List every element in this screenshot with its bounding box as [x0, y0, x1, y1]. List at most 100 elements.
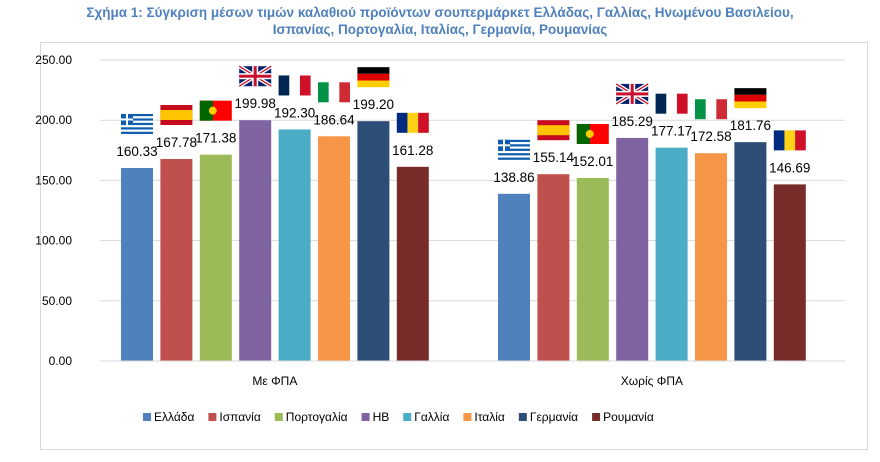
legend-label: Πορτογαλία [286, 410, 348, 424]
flag-part [716, 99, 727, 120]
flag-part [734, 101, 767, 109]
title-line-2: Ισπανίας, Πορτογαλία, Ιταλίας, Γερμανία,… [272, 22, 608, 37]
flag-part [121, 125, 153, 128]
legend-label: Ελλάδα [154, 410, 194, 424]
flag-part [339, 82, 350, 103]
legend-label: ΗΒ [373, 410, 390, 424]
flag-greece-icon [498, 139, 530, 160]
flag-germany-icon [734, 88, 767, 109]
flag-part [630, 83, 634, 104]
flag-part [576, 123, 590, 144]
data-label: 152.01 [572, 154, 613, 169]
flag-part [318, 82, 329, 103]
title-line-1: Σχήμα 1: Σύγκριση μέσων τιμών καλαθιού π… [86, 5, 794, 20]
data-label: 181.76 [730, 118, 771, 133]
legend-item: Ιταλία [463, 410, 505, 424]
chart-title: Σχήμα 1: Σύγκριση μέσων τιμών καλαθιού π… [0, 4, 880, 38]
data-label: 138.86 [493, 170, 534, 185]
flag-spain-icon [537, 120, 570, 141]
chart-frame [40, 42, 868, 450]
bar-portugal [576, 177, 609, 361]
legend-label: Γερμανία [530, 410, 578, 424]
flag-part [537, 125, 570, 136]
data-label: 186.64 [313, 112, 355, 127]
data-label: 161.28 [392, 143, 433, 158]
bar-france [655, 147, 688, 361]
legend-swatch [274, 413, 283, 421]
data-label: 185.29 [612, 114, 653, 129]
legend-label: Γαλλία [414, 410, 449, 424]
flag-romania-icon [396, 112, 429, 133]
legend-item: Ελλάδα [143, 410, 194, 424]
flag-france-icon [278, 75, 311, 96]
bar-uk [616, 137, 649, 361]
flag-part [121, 116, 153, 119]
flag-germany-icon [357, 67, 390, 88]
data-label: 172.58 [690, 129, 731, 144]
flag-france-icon [655, 93, 688, 114]
flag-uk-icon [238, 64, 273, 88]
legend-swatch [403, 413, 412, 421]
legend-swatch [143, 413, 151, 421]
flag-part [407, 112, 419, 133]
flag-italy-icon [318, 82, 350, 103]
legend-item: Ισπανία [208, 410, 261, 424]
bar-france [278, 129, 311, 361]
bar-portugal [199, 154, 232, 361]
flag-part [676, 93, 688, 114]
flag-part [498, 144, 510, 147]
data-label: 155.14 [533, 150, 575, 165]
legend-swatch [518, 413, 527, 421]
bar-germany [357, 121, 390, 361]
legend-item: Ρουμανία [592, 410, 654, 424]
legend-label: Ρουμανία [603, 410, 654, 424]
flag-italy-icon [695, 99, 727, 120]
data-label: 167.78 [156, 135, 197, 150]
bar-germany [734, 142, 767, 361]
legend-item: ΗΒ [361, 410, 390, 424]
bar-italy [695, 153, 727, 361]
flag-spain-icon [160, 104, 193, 125]
flag-part [160, 109, 193, 120]
y-tick-label: 100.00 [35, 234, 72, 248]
y-tick-label: 200.00 [35, 113, 72, 127]
x-category-label: Με ΦΠΑ [252, 374, 297, 388]
flag-romania-icon [773, 130, 806, 151]
flag-part [655, 93, 667, 114]
flag-part [585, 129, 594, 138]
flag-part [121, 129, 153, 132]
flag-part [278, 75, 290, 96]
data-label: 177.17 [651, 124, 692, 139]
flag-part [695, 99, 706, 120]
flag-part [253, 66, 257, 87]
legend-item: Γερμανία [518, 410, 578, 424]
data-label: 199.98 [235, 96, 276, 111]
y-tick-label: 150.00 [35, 173, 72, 187]
legend-item: Πορτογαλία [274, 410, 348, 424]
bar-spain [537, 174, 570, 361]
data-label: 192.30 [274, 105, 315, 120]
bar-romania [396, 166, 429, 361]
flag-part [396, 112, 408, 133]
bar-greece [121, 167, 153, 361]
y-tick-label: 0.00 [49, 354, 73, 368]
flag-part [357, 80, 390, 88]
flag-portugal-icon [199, 100, 232, 121]
flag-part [299, 75, 311, 96]
flag-part [418, 112, 429, 133]
flag-part [357, 73, 390, 81]
flag-part [498, 155, 530, 158]
legend-item: Γαλλία [403, 410, 449, 424]
flag-part [208, 106, 217, 115]
data-label: 171.38 [195, 131, 236, 146]
flag-part [121, 120, 153, 123]
flag-part [498, 142, 530, 145]
legend-label: Ισπανία [219, 410, 260, 424]
flag-uk-icon [615, 82, 650, 106]
flag-part [121, 118, 133, 121]
legend-swatch [592, 413, 601, 421]
y-tick-label: 50.00 [42, 294, 72, 308]
flag-part [498, 150, 530, 154]
legend-swatch [463, 413, 472, 421]
bar-spain [160, 158, 193, 361]
